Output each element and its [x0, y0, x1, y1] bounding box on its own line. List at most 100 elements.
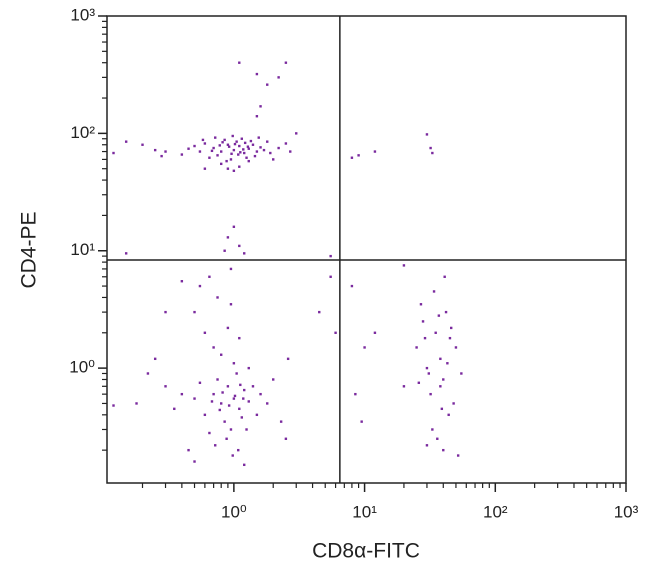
data-point: [203, 142, 207, 145]
data-point: [373, 150, 377, 153]
data-point: [173, 407, 176, 411]
data-point: [259, 392, 262, 396]
data-point: [279, 420, 283, 423]
data-point: [239, 151, 242, 154]
data-point: [245, 428, 248, 431]
data-point: [266, 402, 269, 405]
data-point: [247, 147, 250, 150]
y-tick-label: 10¹: [70, 240, 95, 259]
data-point: [262, 148, 266, 152]
data-point: [212, 346, 215, 349]
data-point: [284, 61, 288, 64]
data-point: [436, 437, 439, 440]
data-point: [444, 310, 448, 314]
data-point: [227, 404, 231, 407]
data-point: [402, 264, 406, 267]
data-point: [212, 146, 215, 150]
data-point: [247, 366, 250, 370]
data-point: [232, 225, 236, 228]
data-point: [373, 331, 377, 334]
data-point: [210, 149, 214, 153]
data-point: [442, 378, 445, 381]
data-point: [226, 385, 230, 388]
data-point: [146, 372, 150, 375]
data-point: [318, 310, 321, 314]
data-point: [255, 150, 259, 153]
data-point: [242, 397, 245, 400]
x-tick-label: 10³: [614, 502, 639, 521]
data-point: [277, 76, 280, 79]
data-point: [431, 428, 434, 431]
data-point: [180, 392, 184, 396]
data-point: [238, 61, 241, 64]
data-point: [198, 381, 202, 384]
data-point: [456, 454, 460, 457]
data-point: [247, 400, 250, 403]
data-point: [208, 156, 211, 159]
y-tick-label: 10³: [70, 5, 95, 24]
data-point: [220, 150, 223, 153]
data-point: [439, 385, 442, 388]
data-point: [208, 275, 211, 278]
data-point: [233, 394, 237, 398]
data-point: [229, 158, 233, 161]
data-point: [448, 336, 452, 340]
y-tick-label: 10²: [70, 123, 95, 142]
data-point: [427, 372, 431, 375]
data-point: [421, 320, 425, 323]
data-point: [210, 400, 214, 403]
data-point: [419, 303, 423, 306]
data-point: [232, 362, 236, 365]
data-point: [208, 431, 211, 435]
data-point: [277, 146, 280, 150]
data-point: [259, 146, 262, 149]
data-point: [247, 159, 250, 163]
data-point: [193, 310, 196, 314]
data-point: [232, 148, 236, 152]
x-tick-label: 10⁰: [221, 502, 247, 521]
data-point: [240, 137, 244, 140]
data-point: [221, 141, 224, 144]
data-point: [423, 336, 427, 340]
data-point: [249, 139, 253, 143]
data-point: [284, 142, 288, 145]
data-point: [216, 296, 219, 299]
data-point: [439, 357, 442, 361]
data-point: [237, 153, 240, 156]
data-point: [227, 145, 231, 148]
data-point: [431, 151, 434, 155]
data-point: [425, 444, 429, 447]
data-point: [447, 413, 450, 417]
data-point: [434, 331, 437, 334]
data-point: [329, 275, 332, 278]
data-point: [272, 158, 275, 161]
data-point: [201, 138, 205, 142]
data-point: [243, 141, 247, 145]
data-point: [235, 140, 238, 143]
data-point: [230, 152, 233, 155]
data-point: [112, 404, 115, 407]
data-point: [255, 413, 259, 417]
data-point: [425, 133, 429, 136]
y-axis-title: CD4-PE: [18, 211, 41, 288]
data-point: [220, 162, 223, 166]
data-point: [432, 290, 436, 293]
data-point: [193, 144, 196, 148]
data-point: [255, 72, 259, 76]
data-point: [223, 249, 226, 252]
data-point: [223, 420, 226, 423]
data-point: [180, 153, 184, 156]
data-point: [238, 336, 241, 340]
y-tick-label: 10⁰: [69, 358, 95, 377]
data-point: [350, 156, 354, 159]
data-point: [160, 154, 163, 158]
plot-frame: [106, 15, 627, 484]
data-point: [460, 372, 463, 375]
data-point: [112, 151, 115, 155]
data-point: [231, 454, 234, 457]
data-point: [198, 284, 202, 288]
data-point: [229, 267, 233, 271]
data-point: [237, 448, 240, 452]
x-tick-label: 10²: [483, 502, 508, 521]
